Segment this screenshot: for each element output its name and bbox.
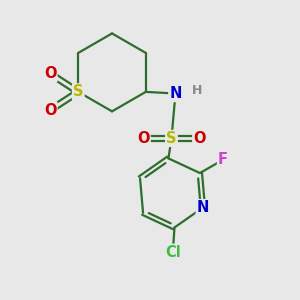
Text: O: O xyxy=(44,66,56,81)
Text: N: N xyxy=(197,200,209,215)
Text: F: F xyxy=(218,152,228,167)
Text: S: S xyxy=(166,131,177,146)
Text: O: O xyxy=(44,103,56,118)
Text: N: N xyxy=(169,86,182,101)
Text: S: S xyxy=(73,84,83,99)
Text: H: H xyxy=(192,84,202,97)
Text: O: O xyxy=(137,131,150,146)
Text: O: O xyxy=(193,131,206,146)
Text: Cl: Cl xyxy=(165,245,181,260)
